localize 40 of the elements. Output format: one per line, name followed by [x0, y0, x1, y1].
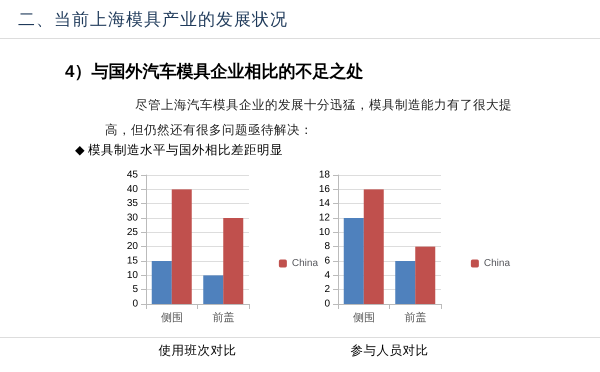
- text: 尽管上海汽车模具企业的发展十分迅猛，模具制造能力有了很大提高，但仍然还有很多问题亟待解决：: [105, 97, 513, 139]
- y-tick-label: 16: [318, 184, 330, 195]
- bar: [172, 189, 192, 304]
- y-tick-label: 18: [318, 170, 330, 180]
- y-tick-label: 4: [324, 270, 330, 281]
- text: 4）与国外汽车模具企业相比的不足之处: [65, 61, 364, 83]
- y-tick-label: 10: [126, 270, 138, 281]
- legend-label: China: [292, 258, 318, 269]
- text: ◆ 模具制造水平与国外相比差距明显: [75, 142, 284, 159]
- y-tick-label: 8: [324, 241, 330, 252]
- legend-label: China: [484, 258, 510, 269]
- x-tick-label: 侧围: [160, 311, 183, 324]
- y-tick-label: 15: [126, 256, 138, 266]
- y-tick-label: 0: [132, 298, 138, 310]
- x-axis-title: 参与人员对比: [350, 344, 428, 358]
- y-tick-label: 40: [126, 184, 138, 195]
- bar: [223, 218, 244, 304]
- y-tick-label: 12: [318, 212, 330, 224]
- bar: [344, 218, 364, 304]
- y-tick-label: 0: [324, 298, 330, 310]
- bar: [415, 246, 436, 304]
- y-tick-label: 35: [126, 198, 138, 210]
- x-tick-label: 前盖: [212, 311, 234, 324]
- y-tick-label: 2: [324, 284, 330, 296]
- bar: [364, 189, 384, 304]
- x-tick-label: 前盖: [404, 311, 426, 324]
- y-tick-label: 14: [318, 198, 330, 210]
- y-tick-label: 6: [324, 256, 330, 266]
- bar: [152, 261, 172, 304]
- y-tick-label: 30: [126, 212, 138, 224]
- text: 二、当前上海模具产业的发展状况: [18, 9, 288, 31]
- y-tick-label: 10: [318, 226, 330, 238]
- x-tick-label: 侧围: [352, 311, 375, 324]
- y-tick-label: 45: [126, 170, 138, 180]
- bar: [395, 261, 416, 304]
- y-tick-label: 5: [132, 284, 138, 296]
- y-tick-label: 20: [126, 241, 138, 252]
- bar: [203, 275, 224, 304]
- x-axis-title: 使用班次对比: [158, 344, 236, 358]
- y-tick-label: 25: [126, 226, 138, 238]
